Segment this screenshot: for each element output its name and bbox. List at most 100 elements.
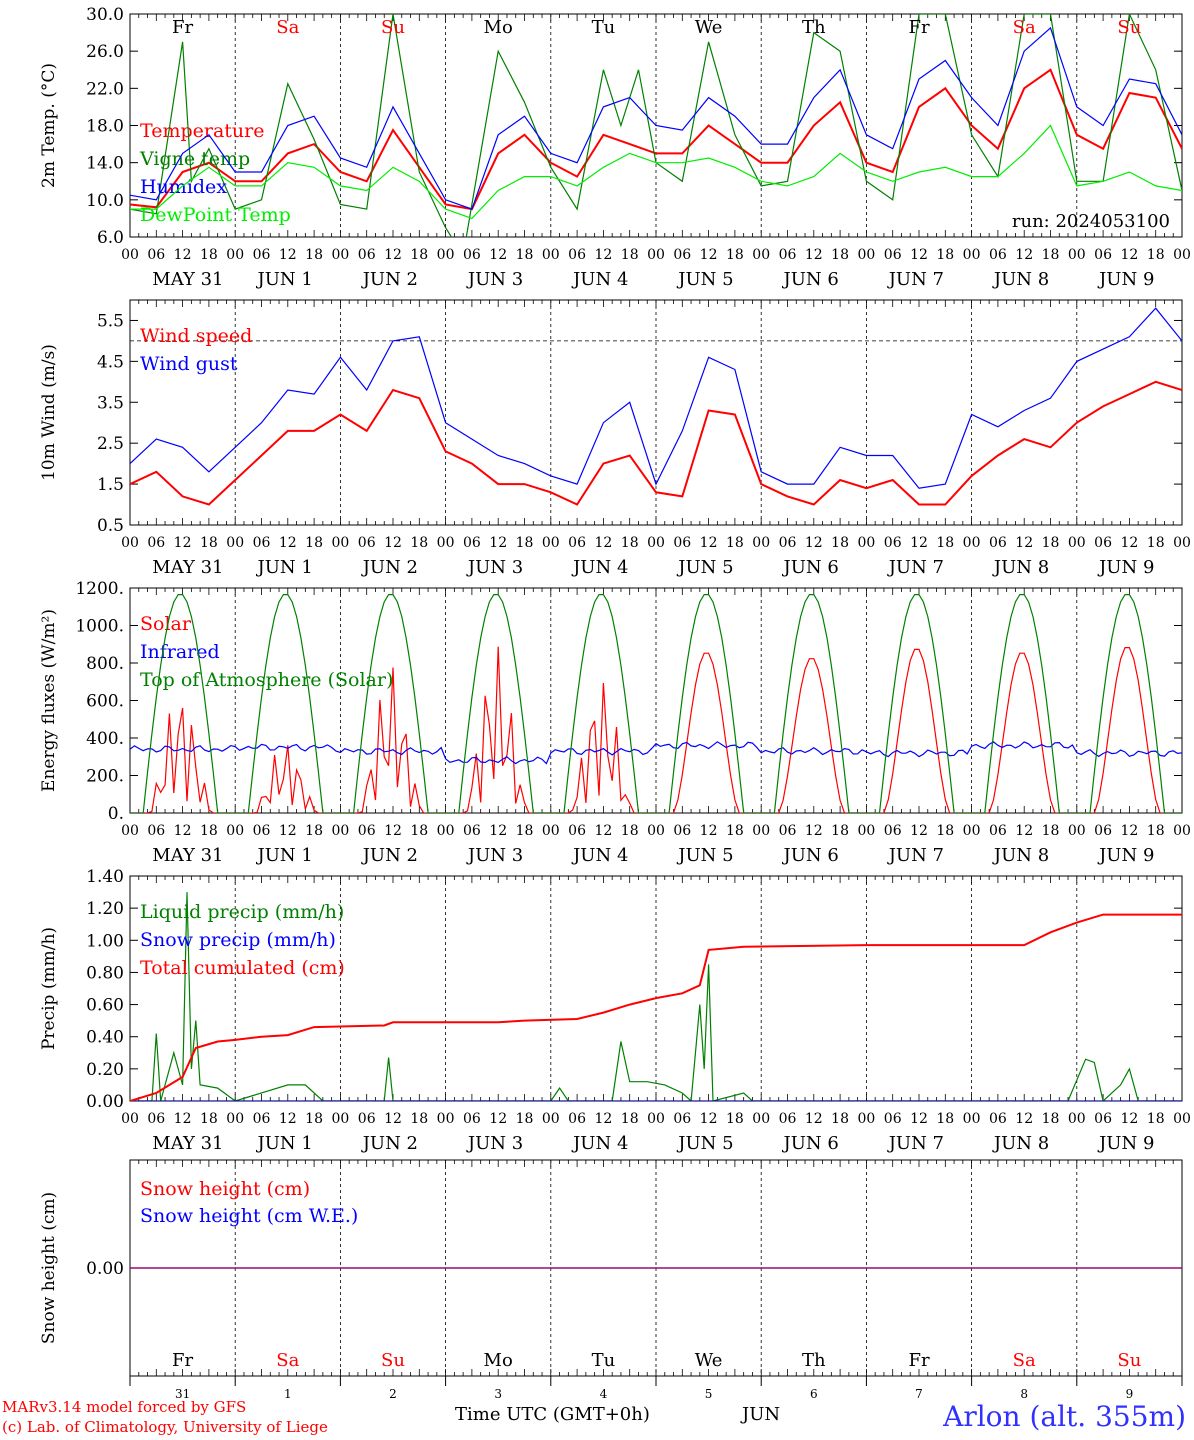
x-hour-label: 12: [384, 535, 402, 551]
x-hour-label: 00: [857, 823, 875, 839]
x-hour-label: 00: [121, 1111, 139, 1127]
x-hour-label: 12: [700, 535, 718, 551]
x-hour-label: 18: [200, 247, 218, 263]
x-date-label: JUN 3: [466, 1133, 523, 1154]
x-hour-label: 18: [1042, 823, 1060, 839]
x-hour-label: 06: [884, 535, 902, 551]
x-hour-label: 12: [594, 535, 612, 551]
x-date-label: JUN 2: [361, 269, 418, 290]
weekday-label-top: Fr: [172, 17, 193, 38]
y-tick-label: 5.5: [97, 311, 124, 331]
x-hour-label: 06: [253, 247, 271, 263]
x-hour-label: 00: [437, 823, 455, 839]
x-hour-label: 12: [1120, 535, 1138, 551]
x-date-label: JUN 7: [887, 269, 944, 290]
x-hour-label: 12: [594, 823, 612, 839]
y-tick-label: 1000.: [75, 617, 124, 637]
x-hour-label: 06: [463, 823, 481, 839]
x-date-label: JUN 3: [466, 269, 523, 290]
x-hour-label: 00: [226, 535, 244, 551]
x-hour-label: 18: [410, 535, 428, 551]
y-axis-label: 10m Wind (m/s): [39, 344, 59, 481]
x-hour-label: 18: [831, 247, 849, 263]
x-hour-label: 00: [542, 247, 560, 263]
x-date-label: JUN 5: [676, 1133, 733, 1154]
x-date-label: JUN 3: [466, 557, 523, 578]
footer-time-label: Time UTC (GMT+0h): [455, 1404, 650, 1425]
y-tick-label: 22.0: [86, 79, 124, 99]
x-hour-label: 06: [989, 535, 1007, 551]
x-hour-label: 06: [147, 247, 165, 263]
y-tick-label: 10.0: [86, 191, 124, 211]
x-hour-label: 18: [305, 247, 323, 263]
x-hour-label: 00: [1173, 247, 1191, 263]
x-hour-label: 18: [1147, 535, 1165, 551]
x-hour-label: 18: [410, 823, 428, 839]
y-tick-label: 0.80: [86, 963, 124, 983]
x-hour-label: 00: [437, 1111, 455, 1127]
x-hour-label: 18: [200, 1111, 218, 1127]
bottom-date-number: 9: [1126, 1387, 1134, 1401]
weekday-label-bottom: Fr: [908, 1350, 929, 1371]
series-line-top-of-atmosphere-solar-: [130, 594, 1182, 813]
x-hour-label: 06: [673, 247, 691, 263]
x-hour-label: 06: [884, 247, 902, 263]
x-hour-label: 00: [1173, 535, 1191, 551]
x-hour-label: 06: [253, 535, 271, 551]
x-hour-label: 00: [542, 823, 560, 839]
x-hour-label: 18: [726, 1111, 744, 1127]
footer-lab-text: (c) Lab. of Climatology, University of L…: [2, 1418, 328, 1436]
x-hour-label: 12: [384, 247, 402, 263]
x-hour-label: 12: [910, 1111, 928, 1127]
y-axis-label: Energy fluxes (W/m²): [39, 609, 59, 792]
x-hour-label: 12: [910, 247, 928, 263]
legend-snow-height-cm-: Snow height (cm): [140, 1178, 310, 1200]
x-hour-label: 12: [489, 1111, 507, 1127]
weekday-label-bottom: We: [695, 1350, 723, 1371]
x-date-label: JUN 6: [782, 845, 839, 866]
x-hour-label: 00: [437, 247, 455, 263]
legend-vigne-temp: Vigne temp: [139, 148, 250, 170]
x-hour-label: 00: [752, 247, 770, 263]
x-hour-label: 18: [621, 247, 639, 263]
x-hour-label: 00: [752, 1111, 770, 1127]
y-tick-label: 600.: [86, 692, 124, 712]
x-hour-label: 18: [516, 535, 534, 551]
legend-total-cumulated-cm-: Total cumulated (cm): [140, 957, 345, 979]
x-hour-label: 12: [174, 535, 192, 551]
x-hour-label: 18: [1147, 247, 1165, 263]
x-hour-label: 18: [200, 535, 218, 551]
x-date-label: JUN 4: [571, 1133, 628, 1154]
x-hour-label: 00: [437, 535, 455, 551]
x-date-label: JUN 6: [782, 557, 839, 578]
x-hour-label: 06: [463, 1111, 481, 1127]
x-hour-label: 06: [779, 535, 797, 551]
x-hour-label: 00: [963, 1111, 981, 1127]
y-axis-label: 2m Temp. (°C): [39, 63, 59, 188]
x-date-label: JUN 7: [887, 557, 944, 578]
x-hour-label: 12: [174, 1111, 192, 1127]
y-tick-label: 1200.: [75, 579, 124, 599]
x-hour-label: 06: [358, 823, 376, 839]
x-hour-label: 06: [463, 535, 481, 551]
legend-snow-height-cm-w-e-: Snow height (cm W.E.): [140, 1205, 358, 1227]
x-hour-label: 18: [726, 823, 744, 839]
x-hour-label: 00: [331, 535, 349, 551]
x-date-label: JUN 2: [361, 557, 418, 578]
x-hour-label: 12: [384, 1111, 402, 1127]
x-hour-label: 00: [963, 823, 981, 839]
x-hour-label: 00: [752, 535, 770, 551]
x-hour-label: 12: [384, 823, 402, 839]
y-tick-label: 0.: [108, 804, 124, 824]
x-hour-label: 00: [647, 247, 665, 263]
panel-frame: [129, 587, 1183, 814]
x-hour-label: 00: [1173, 823, 1191, 839]
x-date-label: JUN 5: [676, 557, 733, 578]
weekday-label-top: Sa: [1013, 17, 1036, 38]
x-hour-label: 18: [621, 535, 639, 551]
series-line-humidex: [130, 26, 1182, 210]
x-date-label: JUN 1: [256, 269, 313, 290]
x-hour-label: 12: [1120, 247, 1138, 263]
y-tick-label: 1.5: [97, 475, 124, 495]
